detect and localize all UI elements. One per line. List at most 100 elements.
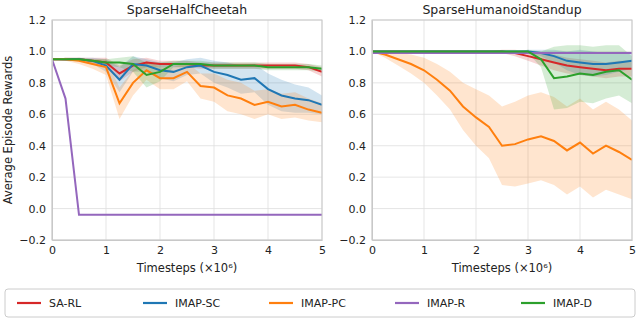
y-tick: 1.0 <box>349 45 373 58</box>
y-tick: −0.2 <box>339 234 372 247</box>
x-tick-label: 4 <box>265 244 272 257</box>
legend-swatch <box>17 302 41 304</box>
x-axis-title: Timesteps (×10⁶) <box>451 261 553 275</box>
grid-line-x <box>214 20 215 240</box>
spread-band <box>52 58 322 122</box>
y-tick-label: 1.0 <box>29 45 47 58</box>
series-line <box>372 51 632 64</box>
y-tick-label: 1.0 <box>349 45 367 58</box>
y-tick-label: 0.0 <box>29 203 47 216</box>
x-tick: 0 <box>369 240 376 257</box>
x-tick-label: 1 <box>103 244 110 257</box>
y-tick: −0.2 <box>19 234 52 247</box>
y-tick-label: 0.6 <box>349 108 367 121</box>
grid-line-y <box>52 208 322 209</box>
legend-label: IMAP-R <box>427 297 466 310</box>
x-tick: 5 <box>629 240 636 257</box>
y-tick: 0.6 <box>349 108 373 121</box>
series-line <box>372 51 632 159</box>
y-axis: −0.20.00.20.40.60.81.01.2 <box>19 14 52 247</box>
series-line <box>52 59 322 112</box>
y-tick: 0.2 <box>349 171 373 184</box>
x-tick: 4 <box>265 240 272 257</box>
panel: 012345−0.20.00.20.40.60.81.01.2SparseHal… <box>1 2 326 275</box>
y-axis-title: Average Episode Rewards <box>1 56 15 205</box>
y-tick: 0.8 <box>29 77 53 90</box>
x-axis-line <box>53 240 323 241</box>
y-tick: 0.2 <box>29 171 53 184</box>
y-tick-label: −0.2 <box>339 234 366 247</box>
y-tick-label: 0.8 <box>349 77 367 90</box>
x-axis: 0 1 2 3 4 5 <box>369 240 636 257</box>
x-tick-label: 5 <box>319 244 326 257</box>
series-group <box>372 45 632 199</box>
x-tick: 2 <box>157 240 164 257</box>
y-tick-label: 0.4 <box>349 140 367 153</box>
x-tick: 4 <box>577 240 584 257</box>
y-tick-label: 0.2 <box>349 171 367 184</box>
grid <box>52 20 322 240</box>
y-tick: 1.2 <box>349 14 373 27</box>
x-axis-line <box>373 240 633 241</box>
series-group <box>52 56 322 215</box>
series-line <box>52 59 322 75</box>
legend-swatch <box>395 302 419 304</box>
x-tick-label: 2 <box>157 244 164 257</box>
x-tick: 3 <box>211 240 218 257</box>
series-line <box>372 51 632 70</box>
chart-title: SparseHalfCheetah <box>127 2 247 17</box>
x-axis-title: Timesteps (×10⁶) <box>136 261 238 275</box>
x-tick-label: 0 <box>49 244 56 257</box>
grid-line-y <box>52 145 322 146</box>
x-axis: 0 1 2 3 4 5 <box>49 240 326 257</box>
y-tick-label: 0.2 <box>29 171 47 184</box>
legend: SA-RLIMAP-SCIMAP-PCIMAP-RIMAP-D <box>5 289 635 317</box>
spread-band <box>372 45 632 109</box>
panel: 0 1 2 3 4 5 −0.2 0.0 0.2 0.4 0.6 0.8 1.0 1.2 SparseHum… <box>339 2 636 275</box>
spread-band <box>52 56 322 114</box>
legend-label: IMAP-D <box>553 297 592 310</box>
series-line <box>372 51 632 79</box>
y-tick: 0.0 <box>29 203 53 216</box>
x-tick: 3 <box>525 240 532 257</box>
spread-band <box>52 59 322 215</box>
grid <box>372 20 632 240</box>
y-tick-label: 0.0 <box>349 203 367 216</box>
x-tick-label: 0 <box>369 244 376 257</box>
y-tick: 0.4 <box>349 140 373 153</box>
x-tick: 2 <box>473 240 480 257</box>
x-tick: 5 <box>319 240 326 257</box>
x-tick-label: 5 <box>629 244 636 257</box>
y-axis: −0.2 0.0 0.2 0.4 0.6 0.8 1.0 1.2 <box>339 14 372 247</box>
grid-line-x <box>160 20 161 240</box>
grid-line-x <box>268 20 269 240</box>
y-axis-line <box>372 21 373 241</box>
x-tick-label: 3 <box>525 244 532 257</box>
x-tick: 0 <box>49 240 56 257</box>
y-tick: 0.0 <box>349 203 373 216</box>
y-axis-line <box>52 21 53 241</box>
legend-swatch <box>269 302 293 304</box>
x-tick: 1 <box>421 240 428 257</box>
plot-frame <box>372 20 632 240</box>
chart-svg: 0 1 2 3 4 5 −0.2 0.0 0.2 0.4 0.6 0.8 1.0 1.2 SparseHal… <box>0 0 640 324</box>
plot-background <box>372 20 632 240</box>
grid-line-y <box>372 208 632 209</box>
y-tick-label: −0.2 <box>19 234 46 247</box>
legend-swatch <box>521 302 545 304</box>
x-tick: 1 <box>103 240 110 257</box>
chart-title: SparseHumanoidStandup <box>422 2 581 17</box>
y-tick: 1.0 <box>29 45 53 58</box>
plot-background <box>52 20 322 240</box>
grid-line-y <box>52 51 322 52</box>
x-tick-label: 4 <box>577 244 584 257</box>
grid-line-y <box>52 177 322 178</box>
legend-label: IMAP-SC <box>175 297 221 310</box>
legend-label: SA-RL <box>49 297 82 310</box>
grid-line-x <box>106 20 107 240</box>
x-tick-label: 1 <box>421 244 428 257</box>
y-tick: 1.2 <box>29 14 53 27</box>
y-tick: 0.4 <box>29 140 53 153</box>
series-line <box>52 59 322 105</box>
y-tick: 0.8 <box>349 77 373 90</box>
